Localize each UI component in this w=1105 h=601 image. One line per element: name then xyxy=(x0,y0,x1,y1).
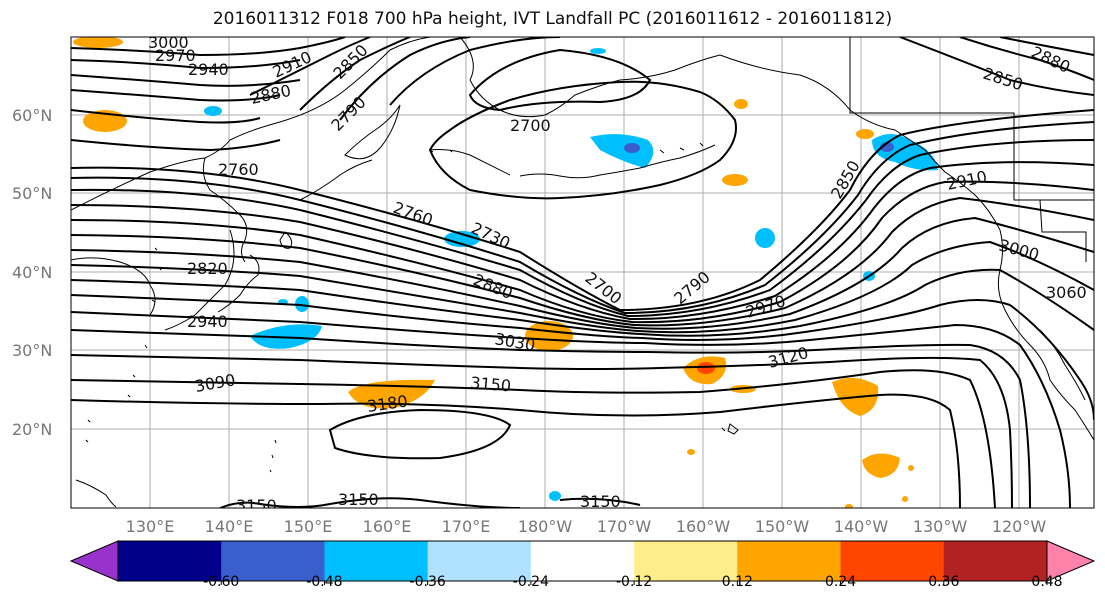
ivt-patch xyxy=(902,496,908,502)
coastlines xyxy=(71,37,1094,508)
contour-label: 2940 xyxy=(187,312,228,331)
contour-label: 2970 xyxy=(155,46,196,65)
lon-label: 130°W xyxy=(913,517,968,536)
graticule xyxy=(71,37,1094,508)
contour-label: 3150 xyxy=(236,496,277,515)
lon-label: 140°W xyxy=(834,517,889,536)
colorbar-label: -0.60 xyxy=(203,574,239,590)
colorbar: -0.60 -0.48 -0.36 -0.24 -0.12 0.12 0.24 0.36 0.4… xyxy=(69,540,1096,590)
longitude-labels: 130°E 140°E 150°E 160°E 170°E 180°W 170°W 160°W… xyxy=(126,517,1047,536)
ivt-patch xyxy=(295,296,309,312)
map-frame xyxy=(70,36,1095,509)
colorbar-extend-min xyxy=(69,540,119,582)
height-contours xyxy=(71,37,1094,508)
lon-label: 150°W xyxy=(755,517,810,536)
colorbar-box xyxy=(530,541,635,581)
ivt-patch xyxy=(444,231,480,247)
contour-label: 2760 xyxy=(218,160,259,179)
ivt-patch xyxy=(697,362,715,374)
lon-label: 170°E xyxy=(442,517,491,536)
colorbar-label: 0.24 xyxy=(825,574,856,590)
lon-label: 180°W xyxy=(518,517,573,536)
colorbar-label: -0.48 xyxy=(306,574,342,590)
latitude-labels: 60°N 50°N 40°N 30°N 20°N xyxy=(12,106,52,439)
colorbar-box xyxy=(324,541,429,581)
colorbar-box xyxy=(634,541,738,581)
ivt-patch xyxy=(624,143,640,153)
ivt-shading xyxy=(73,37,938,508)
lon-label: 150°E xyxy=(284,517,333,536)
ivt-patch xyxy=(755,228,775,248)
colorbar-label: -0.24 xyxy=(513,574,549,590)
lat-label: 20°N xyxy=(12,420,52,439)
contour-label: 2940 xyxy=(188,60,229,79)
contour-label: 3150 xyxy=(580,492,621,511)
ivt-patch xyxy=(856,129,874,139)
contour-label: 3150 xyxy=(338,490,379,509)
lon-label: 120°W xyxy=(992,517,1047,536)
lon-label: 170°W xyxy=(597,517,652,536)
colorbar-box xyxy=(943,541,1048,581)
ivt-patch xyxy=(722,174,748,186)
map-title: 2016011312 F018 700 hPa height, IVT Land… xyxy=(212,9,893,29)
lon-label: 160°W xyxy=(676,517,731,536)
ivt-patch xyxy=(908,465,914,471)
colorbar-label: 0.12 xyxy=(722,574,753,590)
ivt-patch xyxy=(73,37,123,48)
colorbar-box xyxy=(840,541,945,581)
lon-label: 130°E xyxy=(126,517,175,536)
contour-label: 3000 xyxy=(148,33,189,52)
lon-label: 140°E xyxy=(205,517,254,536)
colorbar-label: 0.36 xyxy=(928,574,959,590)
colorbar-box xyxy=(221,541,325,581)
colorbar-box xyxy=(427,541,532,581)
contour-label: 2700 xyxy=(510,116,551,135)
ivt-patch xyxy=(590,134,654,168)
ivt-patch xyxy=(549,491,561,501)
lat-label: 30°N xyxy=(12,341,52,360)
contour-label: 3150 xyxy=(470,373,512,395)
lat-label: 40°N xyxy=(12,263,52,282)
colorbar-label: -0.36 xyxy=(410,574,446,590)
ivt-patch xyxy=(525,321,573,351)
ivt-patch xyxy=(204,106,222,116)
lon-label: 160°E xyxy=(363,517,412,536)
colorbar-box xyxy=(737,541,842,581)
ivt-patch xyxy=(687,449,695,455)
colorbar-label: -0.12 xyxy=(616,574,652,590)
lat-label: 50°N xyxy=(12,184,52,203)
colorbar-box xyxy=(118,541,222,581)
ivt-patch xyxy=(862,453,900,478)
lat-label: 60°N xyxy=(12,106,52,125)
ivt-patch xyxy=(734,99,748,109)
colorbar-outline xyxy=(117,540,1048,582)
contour-label: 2820 xyxy=(187,259,228,278)
ivt-patch xyxy=(590,48,606,54)
ivt-patch xyxy=(845,504,853,508)
contour-label: 3060 xyxy=(1046,283,1087,302)
colorbar-label: 0.48 xyxy=(1031,574,1062,590)
